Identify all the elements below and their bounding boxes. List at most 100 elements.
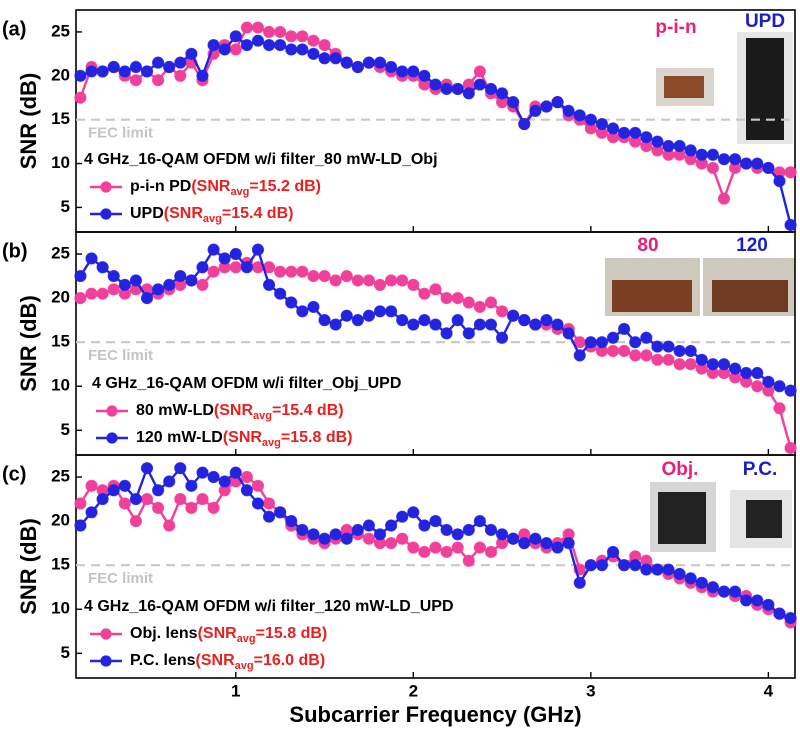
data-point — [773, 402, 786, 415]
data-point — [440, 523, 453, 537]
data-point — [340, 532, 353, 545]
data-point — [274, 287, 287, 300]
data-point — [584, 336, 597, 349]
legend-snr-sub: avg — [230, 186, 249, 198]
data-point — [307, 269, 320, 283]
data-point — [473, 78, 486, 91]
data-point — [351, 523, 364, 537]
data-point — [595, 117, 609, 131]
legend-snr-prefix: (SNR — [214, 402, 254, 419]
data-point — [396, 532, 409, 545]
data-point — [129, 60, 143, 74]
data-point — [152, 74, 165, 87]
data-point — [329, 318, 342, 331]
data-point — [307, 34, 320, 47]
data-point — [518, 537, 531, 550]
data-point — [495, 87, 509, 100]
y-tick-label: 15 — [51, 332, 70, 351]
data-point — [229, 466, 242, 479]
data-point — [152, 484, 165, 497]
data-point — [606, 545, 620, 559]
data-point — [85, 65, 98, 78]
data-point — [185, 47, 198, 60]
data-point — [74, 497, 87, 510]
data-point — [706, 148, 719, 161]
data-point — [573, 349, 586, 362]
data-point — [618, 126, 631, 139]
data-point — [651, 353, 664, 366]
data-point — [673, 344, 686, 358]
legend-snr-prefix: (SNR — [191, 178, 231, 195]
data-point — [684, 344, 697, 358]
data-point — [240, 470, 253, 484]
data-point — [207, 38, 220, 52]
fec-label: FEC limit — [88, 347, 153, 364]
data-point — [418, 545, 431, 559]
legend-snr-sub: avg — [253, 410, 272, 422]
data-point — [451, 314, 464, 327]
legend-snr-sub: avg — [235, 660, 254, 672]
data-point — [174, 269, 187, 283]
data-point — [540, 537, 553, 550]
data-point — [196, 466, 209, 479]
data-point — [507, 96, 520, 109]
data-point — [396, 314, 409, 327]
data-point — [385, 274, 398, 287]
data-point — [495, 331, 509, 344]
data-point — [107, 283, 120, 296]
data-point — [407, 506, 420, 519]
data-point — [484, 296, 498, 309]
data-point — [118, 479, 131, 492]
legend-snr-prefix: (SNR — [196, 652, 236, 669]
data-point — [451, 82, 464, 96]
data-point — [274, 506, 287, 519]
data-point — [751, 594, 764, 607]
panel: 5 10 15 20 25 1 2 3 4 SNR (dB) (c) Subcarrier Frequ… — [2, 454, 797, 727]
data-point — [351, 274, 364, 287]
data-point — [74, 69, 87, 82]
data-point — [440, 545, 453, 559]
data-point — [140, 492, 154, 506]
data-point — [318, 314, 331, 327]
data-point — [629, 349, 642, 362]
data-point — [784, 166, 797, 179]
legend-name: UPD — [130, 205, 164, 222]
legend-snr-sub: avg — [203, 213, 222, 225]
data-point — [695, 576, 708, 589]
legend-snr-suffix: =15.8 dB) — [281, 429, 353, 446]
photo-80-device — [612, 280, 692, 312]
data-point — [318, 52, 331, 65]
data-point — [274, 38, 287, 52]
data-point — [407, 541, 420, 554]
data-point — [473, 65, 486, 78]
data-point — [762, 375, 775, 388]
fec-label: FEC limit — [88, 125, 153, 142]
data-point — [96, 65, 109, 78]
data-point — [762, 598, 775, 611]
data-point — [196, 492, 209, 506]
legend-snr-suffix: =15.4 dB) — [272, 402, 344, 419]
legend-marker — [100, 655, 112, 667]
data-point — [118, 278, 131, 291]
data-point — [473, 541, 486, 554]
photo-label: Obj. — [662, 459, 699, 480]
legend-snr-suffix: =16.0 dB) — [254, 652, 326, 669]
data-point — [462, 327, 475, 340]
data-point — [551, 541, 564, 554]
data-point — [251, 34, 265, 47]
data-point — [529, 318, 542, 331]
data-point — [473, 318, 486, 331]
data-point — [728, 585, 742, 598]
photo-label: 80 — [637, 235, 658, 256]
data-point — [229, 247, 242, 261]
data-point — [362, 519, 376, 532]
data-point — [285, 265, 298, 278]
data-point — [318, 38, 331, 52]
data-point — [662, 340, 675, 353]
data-point — [74, 91, 87, 104]
data-point — [296, 265, 309, 278]
data-point — [196, 69, 209, 82]
y-axis-title: SNR (dB) — [16, 518, 41, 615]
data-point — [573, 109, 586, 122]
data-point — [285, 43, 298, 56]
